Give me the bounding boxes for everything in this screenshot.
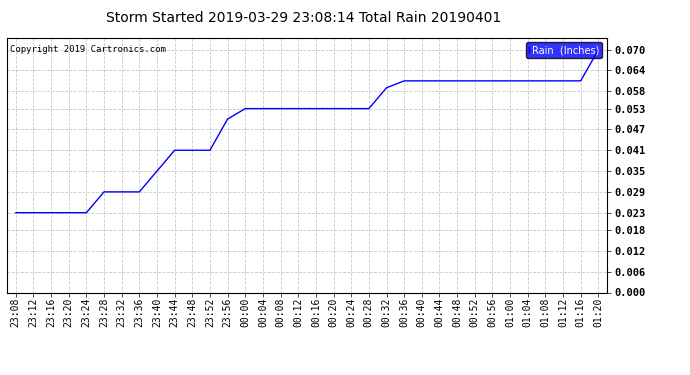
Legend: Rain  (Inches): Rain (Inches): [526, 42, 602, 58]
Text: Copyright 2019 Cartronics.com: Copyright 2019 Cartronics.com: [10, 45, 166, 54]
Text: Storm Started 2019-03-29 23:08:14 Total Rain 20190401: Storm Started 2019-03-29 23:08:14 Total …: [106, 11, 501, 25]
